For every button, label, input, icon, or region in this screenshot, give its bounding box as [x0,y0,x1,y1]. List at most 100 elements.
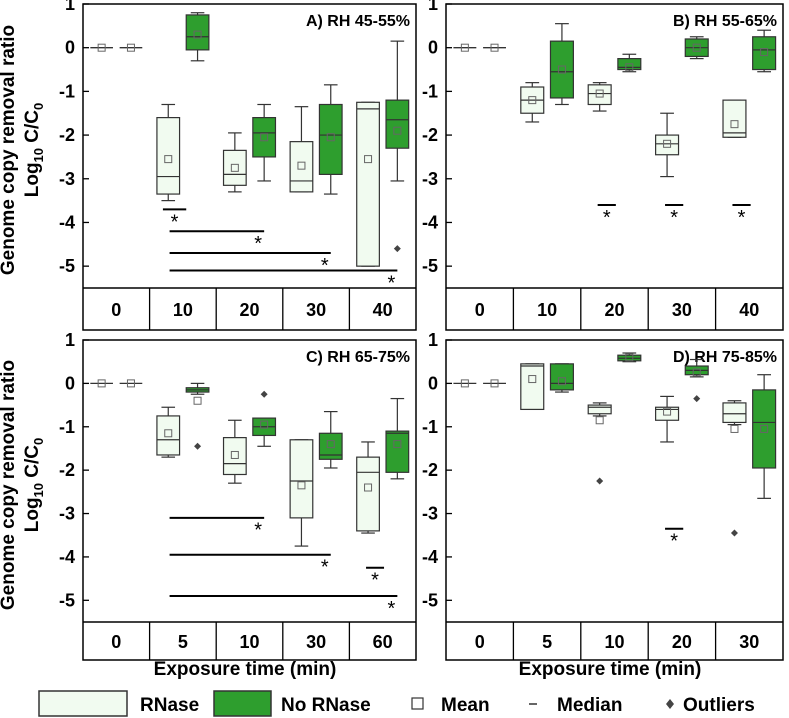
series-rnase [90,379,380,547]
box-body [385,430,410,473]
significance-star: * [254,520,262,542]
box-20 [252,103,277,182]
box-40 [722,99,747,138]
y-tick-label: -1 [422,417,438,437]
box-30 [722,400,747,537]
mean-marker [528,96,537,105]
mean-marker [528,375,537,384]
significance-star: * [371,570,379,592]
mean-marker [230,450,239,459]
box-30 [655,112,680,178]
y-tick-label: -1 [59,417,75,437]
mean-marker [625,353,634,362]
y-tick-label: 0 [428,38,438,58]
box-40 [752,29,777,73]
box-10 [549,23,574,106]
mean-marker [760,48,769,57]
mean-marker [260,133,269,142]
box-0 [453,43,477,52]
mean-marker [260,420,269,429]
panel-4: 10-1-2-3-4-50 5 10 20 30D) RH 75-85%* [422,330,784,661]
y-tick-label: -5 [422,256,438,276]
box-body [655,134,680,156]
y-tick-label: -1 [422,81,438,101]
box-body [222,437,247,476]
y-tick-label: -5 [422,590,438,610]
outlier-marker [393,245,401,253]
outlier-marker [693,395,701,403]
mean-marker [126,379,135,388]
panel-frame [445,339,784,661]
series-no-rnase [119,12,410,253]
series-rnase [453,363,747,537]
box-0 [119,379,143,388]
category-label: 0 [475,632,485,652]
category-label: 0 [475,300,485,320]
category-label: 5 [178,632,188,652]
mean-marker [297,481,306,490]
y-tick-label: -3 [59,169,75,189]
legend: RNase No RNase Mean Median Outliers [38,690,755,717]
category-label: 30 [306,632,326,652]
significance-star: * [254,233,262,255]
box-40 [385,40,410,253]
outlier-marker [260,390,268,398]
y-tick-label: 1 [428,330,438,350]
y-tick-label: -5 [59,256,75,276]
legend-label-rnase: RNase [140,695,199,716]
mean-marker [460,379,469,388]
box-5 [549,363,574,393]
category-label: 20 [672,632,692,652]
box-body [156,415,181,456]
x-axis-title-right: Exposure time (min) [519,659,702,680]
category-label: 40 [373,300,393,320]
box-10 [520,82,545,123]
mean-marker [595,89,604,98]
box-10 [617,352,642,363]
box-5 [185,382,210,450]
panel-title: D) RH 75-85% [673,349,777,366]
box-30 [289,106,314,193]
mean-marker [663,407,672,416]
y-tick-label: -3 [59,504,75,524]
y-tick-label: -5 [59,590,75,610]
box-10 [587,402,612,485]
y-axis-title-bottom: Genome copy removal ratio Log10 C/C0 [0,360,46,610]
y-title-line1: Genome copy removal ratio [0,25,19,275]
mean-marker [164,155,173,164]
mean-marker [460,43,469,52]
y-tick-label: -2 [59,460,75,480]
mean-marker [193,396,202,405]
box-body [185,14,210,51]
box-60 [356,441,380,534]
box-0 [453,379,477,388]
y-tick-label: -4 [59,547,75,567]
mean-marker [393,440,402,449]
mean-marker [193,30,202,39]
legend-outlier-icon [666,699,674,709]
box-20 [587,82,612,112]
significance-star: * [387,272,395,294]
mean-marker [230,163,239,172]
mean-marker [393,126,402,135]
box-5 [156,406,181,458]
y-tick-label: -3 [422,504,438,524]
box-10 [222,419,247,484]
mean-marker [126,43,135,52]
category-label: 20 [604,300,624,320]
legend-swatch-rnase [38,690,128,717]
outlier-marker [596,477,604,485]
mean-marker [97,379,106,388]
y-title-line2: Log10 C/C0 [22,103,46,198]
legend-label-outliers: Outliers [683,695,755,716]
box-0 [483,379,506,388]
mean-marker [595,416,604,425]
y-axis-title-top: Genome copy removal ratio Log10 C/C0 [0,25,46,275]
y-tick-label: -4 [422,212,438,232]
box-body [752,36,777,71]
outlier-marker [194,442,202,450]
mean-marker [297,161,306,170]
box-body [289,141,314,193]
box-30 [318,84,343,195]
